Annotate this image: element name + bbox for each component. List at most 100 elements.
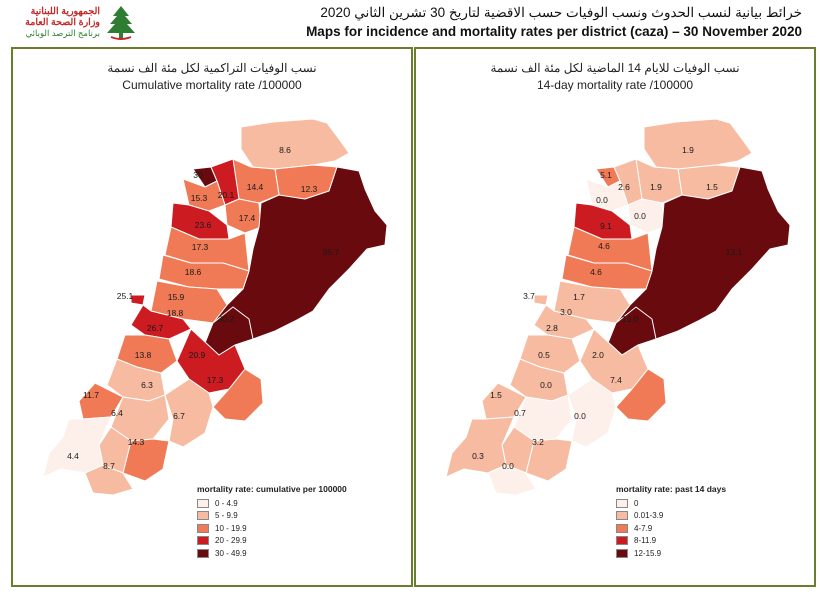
cumulative-mortality-map: 8.6 30 14.4 12.3 20.1 15.3 17.4 23.6 35.… — [42, 118, 388, 496]
label-hasbaya: 0.0 — [574, 411, 586, 421]
district-labels: 8.6 30 14.4 12.3 20.1 15.3 17.4 23.6 35.… — [67, 145, 339, 471]
label-zgharta: 20.1 — [218, 190, 235, 200]
title-arabic: خرائط بيانية لنسب الحدوث ونسب الوفيات حس… — [320, 5, 802, 20]
label-kesrouan: 18.6 — [185, 267, 202, 277]
label-minieh: 14.4 — [247, 182, 264, 192]
label-rashaya: 17.3 — [207, 375, 224, 385]
map-legend: mortality rate: cumulative per 100000 0 … — [197, 484, 347, 560]
label-baabda-north: 18.8 — [167, 308, 184, 318]
label-nabatieh: 6.4 — [111, 408, 123, 418]
legend-item: 0 - 4.9 — [197, 497, 347, 510]
legend-swatch — [616, 511, 628, 521]
legend-label: 30 - 49.9 — [215, 548, 247, 558]
label-bsharri: 17.4 — [239, 213, 256, 223]
legend-swatch — [197, 548, 209, 558]
label-baalbek: 13.1 — [726, 247, 743, 257]
cumulative-mortality-panel: نسب الوفيات التراكمية لكل مئة الف نسمة C… — [11, 47, 413, 587]
label-west-bekaa: 2.0 — [592, 350, 604, 360]
label-baabda: 26.7 — [147, 323, 164, 333]
label-metn: 1.7 — [573, 292, 585, 302]
legend-swatch — [616, 536, 628, 546]
legend-swatch — [197, 511, 209, 521]
logo-line2: وزارة الصحة العامة — [25, 17, 100, 28]
header: الجمهورية اللبنانية وزارة الصحة العامة ب… — [0, 0, 820, 46]
legend-item: 0 — [616, 497, 726, 510]
legend-swatch — [197, 498, 209, 508]
district-akkar — [643, 118, 753, 170]
label-minieh: 1.9 — [650, 182, 662, 192]
label-metn: 15.9 — [168, 292, 185, 302]
label-zahle: 13.0 — [622, 314, 639, 324]
ministry-logo: الجمهورية اللبنانية وزارة الصحة العامة ب… — [8, 4, 138, 44]
label-akkar: 8.6 — [279, 145, 291, 155]
legend-item: 8-11.9 — [616, 535, 726, 548]
logo-text: الجمهورية اللبنانية وزارة الصحة العامة ب… — [8, 6, 100, 39]
legend-title: mortality rate: cumulative per 100000 — [197, 484, 347, 494]
label-batroun: 9.1 — [600, 221, 612, 231]
district-hasbaya — [567, 378, 617, 448]
label-tripoli: 30 — [193, 170, 203, 180]
legend-item: 0.01-3.9 — [616, 510, 726, 523]
district-beirut — [533, 294, 549, 306]
district-kesrouan — [158, 254, 250, 290]
district-labels: 1.9 5.1 2.6 1.9 1.5 0.0 0.0 9.1 13.1 4.6… — [472, 145, 742, 471]
label-baalbek: 35.7 — [323, 247, 340, 257]
panel-title-arabic: نسب الوفيات التراكمية لكل مئة الف نسمة — [107, 61, 317, 75]
label-jbeil: 4.6 — [598, 241, 610, 251]
legend-item: 5 - 9.9 — [197, 510, 347, 523]
legend-swatch — [616, 523, 628, 533]
label-rashaya: 7.4 — [610, 375, 622, 385]
legend-label: 0 - 4.9 — [215, 498, 238, 508]
logo-line1: الجمهورية اللبنانية — [30, 6, 100, 17]
label-baabda: 3.0 — [560, 307, 572, 317]
label-west-bekaa: 20.9 — [189, 350, 206, 360]
legend-item: 30 - 49.9 — [197, 547, 347, 560]
legend-label: 0 — [634, 498, 639, 508]
label-bsharri: 0.0 — [634, 211, 646, 221]
district-baabda — [533, 304, 595, 340]
label-jbeil: 17.3 — [192, 242, 209, 252]
legend-title: mortality rate: past 14 days — [616, 484, 727, 494]
label-jezzine: 0.0 — [540, 380, 552, 390]
label-koura: 15.3 — [191, 193, 208, 203]
legend-label: 0.01-3.9 — [634, 511, 664, 521]
panel-title-arabic: نسب الوفيات للايام 14 الماضية لكل مئة ال… — [490, 61, 740, 75]
label-tyre: 4.4 — [67, 451, 79, 461]
legend-item: 4-7.9 — [616, 522, 726, 535]
district-rashaya — [615, 368, 667, 422]
legend-item: 20 - 29.9 — [197, 535, 347, 548]
label-tyre: 0.3 — [472, 451, 484, 461]
label-bint-jbeil: 8.7 — [103, 461, 115, 471]
label-zgharta: 2.6 — [618, 182, 630, 192]
label-batroun: 23.6 — [195, 220, 212, 230]
legend-label: 12-15.9 — [634, 548, 662, 558]
legend-swatch — [616, 498, 628, 508]
14day-mortality-panel: نسب الوفيات للايام 14 الماضية لكل مئة ال… — [414, 47, 816, 587]
label-hermel: 1.5 — [706, 182, 718, 192]
district-hasbaya — [164, 378, 214, 448]
legend-label: 20 - 29.9 — [215, 536, 247, 546]
label-akkar: 1.9 — [682, 145, 694, 155]
district-kesrouan — [561, 254, 653, 290]
map-legend: mortality rate: past 14 days 0 0.01-3.9 … — [616, 484, 726, 560]
legend-label: 8-11.9 — [634, 536, 657, 546]
label-chouf: 0.5 — [538, 350, 550, 360]
legend-label: 5 - 9.9 — [215, 511, 238, 521]
label-chouf: 6.3 — [141, 380, 153, 390]
label-saida: 1.5 — [490, 390, 502, 400]
legend-swatch — [197, 523, 209, 533]
label-beirut: 3.7 — [523, 291, 535, 301]
legend-swatch — [197, 536, 209, 546]
legend-swatch — [616, 548, 628, 558]
panel-title-english: 14-day mortality rate /100000 — [536, 78, 694, 92]
label-kesrouan: 4.6 — [590, 267, 602, 277]
14day-mortality-map: 1.9 5.1 2.6 1.9 1.5 0.0 0.0 9.1 13.1 4.6… — [445, 118, 791, 496]
logo-line3: برنامج الترصد الوبائي — [25, 28, 100, 38]
label-saida: 11.7 — [83, 390, 99, 400]
label-zahle: 30.2 — [218, 314, 235, 324]
label-aley: 2.8 — [546, 323, 558, 333]
district-bint-jbeil — [487, 464, 537, 496]
label-nabatieh: 0.7 — [514, 408, 526, 418]
district-baabda — [130, 304, 192, 340]
label-hasbaya: 6.7 — [173, 411, 185, 421]
